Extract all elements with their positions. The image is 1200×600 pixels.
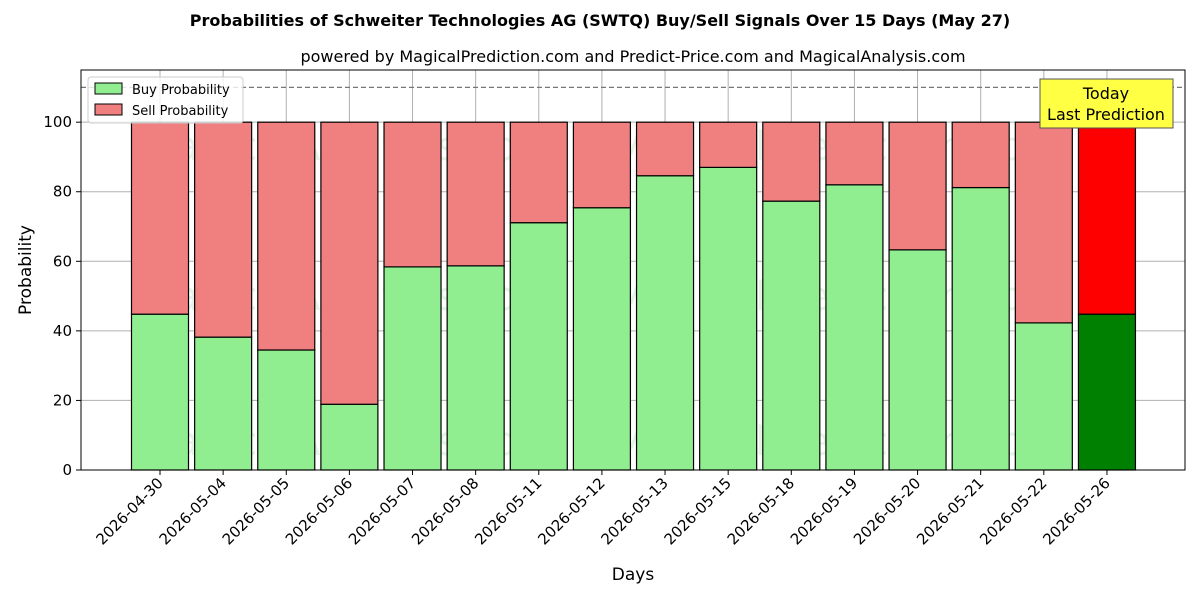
legend-swatch bbox=[94, 103, 123, 116]
sell-bar bbox=[446, 121, 505, 267]
x-tick-label: 2026-05-08 bbox=[408, 474, 482, 548]
sell-bar bbox=[1014, 121, 1073, 324]
buy-bar bbox=[509, 222, 568, 471]
chart-subtitle: powered by MagicalPrediction.com and Pre… bbox=[300, 47, 965, 66]
annotation-line2: Last Prediction bbox=[1047, 105, 1165, 124]
buy-bar bbox=[383, 266, 442, 471]
legend-label: Sell Probability bbox=[132, 104, 229, 119]
annotation-line1: Today bbox=[1082, 84, 1129, 103]
x-tick-label: 2026-05-26 bbox=[1039, 474, 1113, 548]
sell-bar bbox=[572, 121, 632, 209]
y-tick-label: 0 bbox=[62, 461, 72, 479]
x-tick-label: 2026-05-21 bbox=[913, 474, 987, 548]
x-tick-label: 2026-05-20 bbox=[850, 474, 924, 548]
sell-bar bbox=[825, 121, 884, 186]
buy-bar bbox=[1014, 322, 1073, 471]
sell-bar bbox=[762, 121, 821, 202]
x-tick-label: 2026-05-18 bbox=[724, 474, 798, 548]
x-tick-label: 2026-05-13 bbox=[597, 474, 671, 548]
x-axis-label: Days bbox=[612, 565, 655, 585]
last-prediction-annotation: Today Last Prediction bbox=[1039, 78, 1174, 129]
y-tick-label: 100 bbox=[43, 113, 72, 131]
x-tick-label: 2026-05-22 bbox=[976, 474, 1050, 548]
sell-bar bbox=[257, 121, 316, 351]
plot-area: MagicalAnalysis.comMagicalPrediction.com… bbox=[43, 69, 1186, 548]
y-axis-label: Probability bbox=[16, 225, 36, 315]
buy-bar bbox=[762, 200, 821, 471]
x-tick-label: 2026-05-19 bbox=[787, 474, 861, 548]
buy-bar bbox=[572, 207, 632, 471]
plot-frame bbox=[80, 69, 1186, 471]
annotation-box bbox=[1039, 78, 1174, 129]
sell-bar bbox=[194, 121, 253, 338]
sell-bar bbox=[635, 121, 695, 177]
legend-box bbox=[87, 76, 244, 124]
sell-bar bbox=[951, 121, 1010, 189]
x-tick-label: 2026-05-04 bbox=[156, 474, 230, 548]
sell-bar bbox=[699, 121, 758, 168]
x-tick-label: 2026-05-06 bbox=[282, 474, 356, 548]
y-tick-label: 80 bbox=[53, 183, 72, 201]
buy-bar bbox=[1077, 313, 1137, 471]
x-tick-label: 2026-05-07 bbox=[345, 474, 419, 548]
x-tick-label: 2026-05-05 bbox=[219, 474, 293, 548]
buy-bar bbox=[825, 184, 884, 471]
buy-bar bbox=[320, 403, 379, 471]
buy-bar bbox=[194, 336, 253, 471]
buy-bar bbox=[446, 265, 505, 471]
legend-swatch bbox=[94, 82, 123, 95]
legend-label: Buy Probability bbox=[132, 83, 230, 98]
buy-bar bbox=[130, 313, 190, 471]
x-tick-label: 2026-05-11 bbox=[471, 474, 545, 548]
sell-bar bbox=[383, 121, 442, 268]
x-tick-label: 2026-05-12 bbox=[534, 474, 608, 548]
sell-bar bbox=[888, 121, 947, 251]
buy-bar bbox=[951, 186, 1010, 471]
y-tick-label: 20 bbox=[53, 391, 72, 409]
x-tick-label: 2026-04-30 bbox=[92, 474, 166, 548]
y-tick-label: 60 bbox=[53, 252, 72, 270]
legend: Buy Probability Sell Probability bbox=[87, 76, 244, 124]
y-tick-label: 40 bbox=[53, 322, 72, 340]
buy-bar bbox=[635, 175, 695, 471]
x-tick-label: 2026-05-15 bbox=[661, 474, 735, 548]
sell-bar bbox=[130, 121, 190, 315]
sell-bar bbox=[509, 121, 568, 224]
buy-bar bbox=[888, 249, 947, 471]
sell-bar bbox=[1077, 121, 1137, 315]
buy-bar bbox=[257, 349, 316, 471]
chart-title: Probabilities of Schweiter Technologies … bbox=[190, 11, 1010, 30]
sell-bar bbox=[320, 121, 379, 405]
buy-bar bbox=[699, 166, 758, 471]
